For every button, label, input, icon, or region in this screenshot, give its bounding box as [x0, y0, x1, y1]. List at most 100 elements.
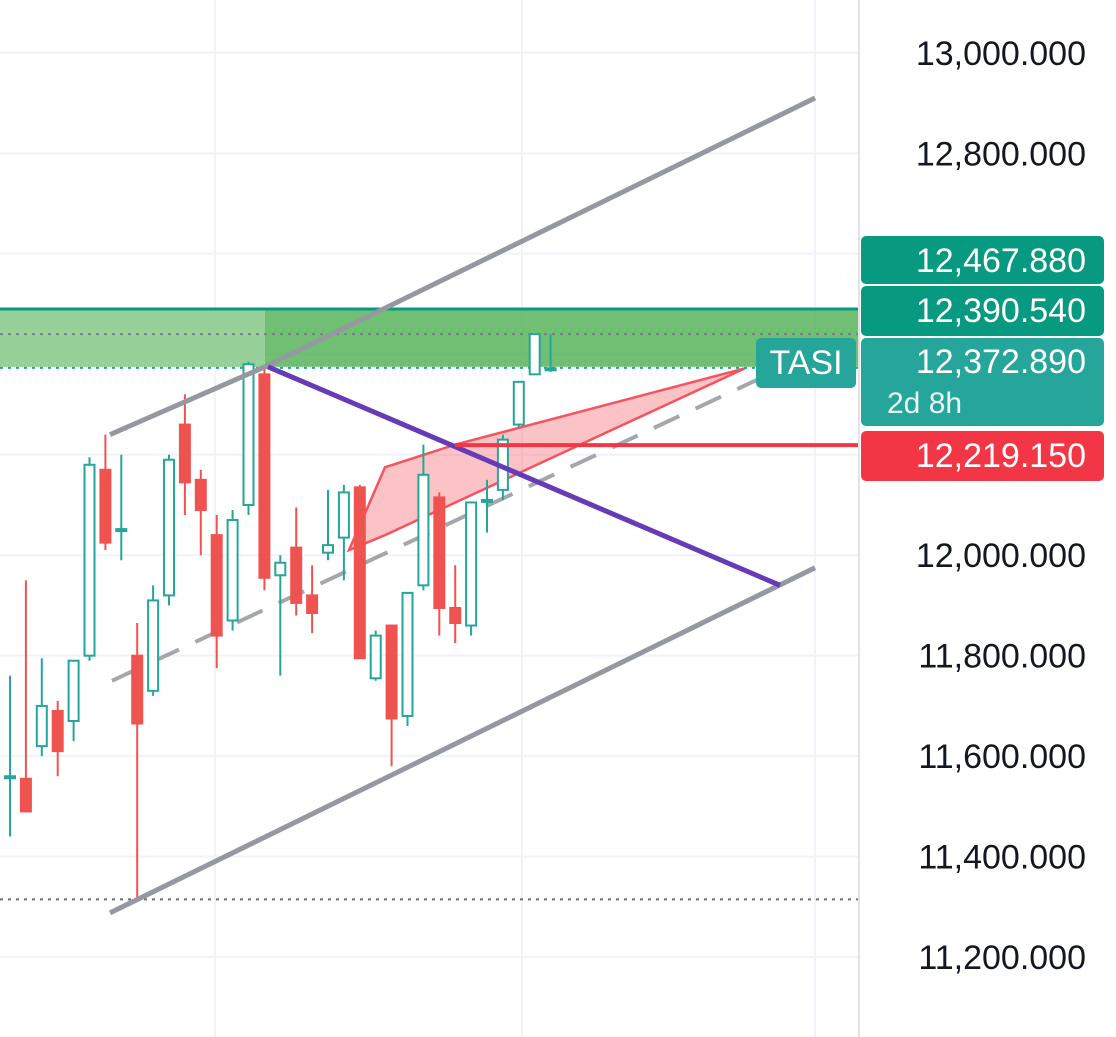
candle-body[interactable] — [449, 606, 462, 625]
candle-body[interactable] — [528, 333, 541, 376]
candle-body[interactable] — [35, 704, 48, 748]
candle[interactable] — [163, 454, 175, 606]
candle-body[interactable] — [242, 363, 255, 506]
candle-body[interactable] — [417, 473, 430, 587]
candle-body[interactable] — [433, 496, 446, 609]
candle[interactable] — [226, 509, 239, 631]
price-badge-label: 12,467.880 — [916, 242, 1086, 280]
candle[interactable] — [528, 333, 541, 376]
candle[interactable] — [210, 515, 223, 669]
candle-body[interactable] — [19, 777, 32, 813]
candle-body[interactable] — [258, 373, 271, 579]
candle[interactable] — [83, 457, 96, 661]
channel-upper[interactable] — [263, 95, 817, 370]
candle[interactable] — [512, 380, 525, 428]
candle[interactable] — [19, 580, 32, 813]
resistance-zone[interactable] — [0, 307, 858, 367]
candle[interactable] — [178, 394, 191, 516]
candle[interactable] — [449, 565, 462, 644]
candle-body[interactable] — [290, 546, 303, 604]
candle[interactable] — [51, 700, 64, 777]
candle-body[interactable] — [99, 468, 112, 544]
candle[interactable] — [353, 484, 366, 660]
candle-body[interactable] — [544, 367, 557, 372]
candle-body[interactable] — [226, 519, 239, 622]
candle[interactable] — [4, 675, 16, 837]
countdown-label: 2d 8h — [887, 387, 962, 420]
triangle-pattern[interactable] — [346, 367, 746, 553]
price-badge-label: 12,219.150 — [916, 437, 1086, 475]
candle[interactable] — [322, 489, 334, 561]
candle[interactable] — [385, 624, 398, 767]
drawings-back[interactable] — [0, 364, 858, 901]
candle[interactable] — [242, 361, 255, 516]
y-tick-label: 11,400.000 — [918, 839, 1086, 877]
candle-body[interactable] — [274, 561, 287, 577]
candle-body[interactable] — [401, 591, 414, 717]
candle[interactable] — [481, 479, 493, 533]
channel-upper-left[interactable] — [108, 364, 267, 437]
price-badges: 12,467.880 12,390.540 12,372.890 2d 8h 12,21… — [756, 236, 1104, 481]
candle[interactable] — [290, 507, 303, 616]
candle-body[interactable] — [512, 380, 525, 426]
candle-body[interactable] — [337, 491, 350, 539]
candle[interactable] — [147, 585, 160, 696]
last-price-badge — [861, 338, 1104, 426]
candle[interactable] — [306, 565, 319, 634]
zone-fill-left[interactable] — [0, 309, 265, 367]
candle[interactable] — [194, 469, 207, 556]
y-tick-label: 13,000.000 — [916, 35, 1086, 73]
candle-body[interactable] — [51, 709, 64, 753]
candle[interactable] — [544, 334, 557, 372]
candle-body[interactable] — [306, 594, 319, 614]
candle[interactable] — [465, 501, 478, 636]
candle[interactable] — [99, 434, 112, 551]
candle-body[interactable] — [178, 423, 191, 484]
y-tick-label: 11,800.000 — [918, 638, 1086, 676]
candle-body[interactable] — [481, 498, 493, 503]
y-tick-label: 11,600.000 — [918, 738, 1086, 776]
drawings-front[interactable] — [108, 95, 858, 916]
candle[interactable] — [337, 484, 350, 581]
candle-body[interactable] — [147, 599, 160, 692]
candle-body[interactable] — [322, 544, 334, 554]
candle[interactable] — [433, 492, 446, 636]
candle-body[interactable] — [194, 478, 207, 511]
price-badge — [861, 431, 1104, 481]
candle-body[interactable] — [67, 659, 80, 722]
candle-body[interactable] — [115, 528, 128, 533]
symbol-badge-label: TASI — [769, 344, 842, 382]
candle[interactable] — [401, 591, 414, 727]
price-badge — [861, 286, 1104, 336]
candle[interactable] — [115, 454, 128, 561]
candle-body[interactable] — [369, 634, 382, 680]
candle[interactable] — [274, 555, 287, 676]
trend-line[interactable] — [267, 364, 781, 588]
candle[interactable] — [131, 623, 144, 900]
candle-body[interactable] — [163, 458, 175, 597]
candle[interactable] — [369, 630, 382, 681]
candle-body[interactable] — [385, 624, 398, 720]
price-badge-label: 12,390.540 — [916, 292, 1086, 330]
axis-background — [858, 0, 1116, 1037]
candle-body[interactable] — [83, 463, 96, 657]
channel-midline[interactable] — [111, 364, 786, 683]
price-axis[interactable]: 13,000.00012,800.00012,600.00012,000.000… — [858, 0, 1116, 1037]
candle-body[interactable] — [210, 534, 223, 637]
price-badge — [861, 236, 1104, 284]
candle[interactable] — [417, 444, 430, 591]
candle-body[interactable] — [4, 775, 16, 780]
candle[interactable] — [67, 659, 80, 742]
symbol-badge — [756, 338, 856, 388]
y-tick-label: 12,800.000 — [916, 135, 1086, 173]
candle-body[interactable] — [131, 654, 144, 725]
candle-body[interactable] — [353, 486, 366, 660]
candles[interactable] — [4, 333, 557, 900]
channel-lower[interactable] — [108, 565, 817, 916]
candle[interactable] — [258, 366, 271, 591]
candle[interactable] — [35, 658, 48, 757]
y-tick-label: 12,000.000 — [916, 537, 1086, 575]
candle-body[interactable] — [465, 501, 478, 627]
y-tick-label: 11,200.000 — [918, 939, 1086, 977]
